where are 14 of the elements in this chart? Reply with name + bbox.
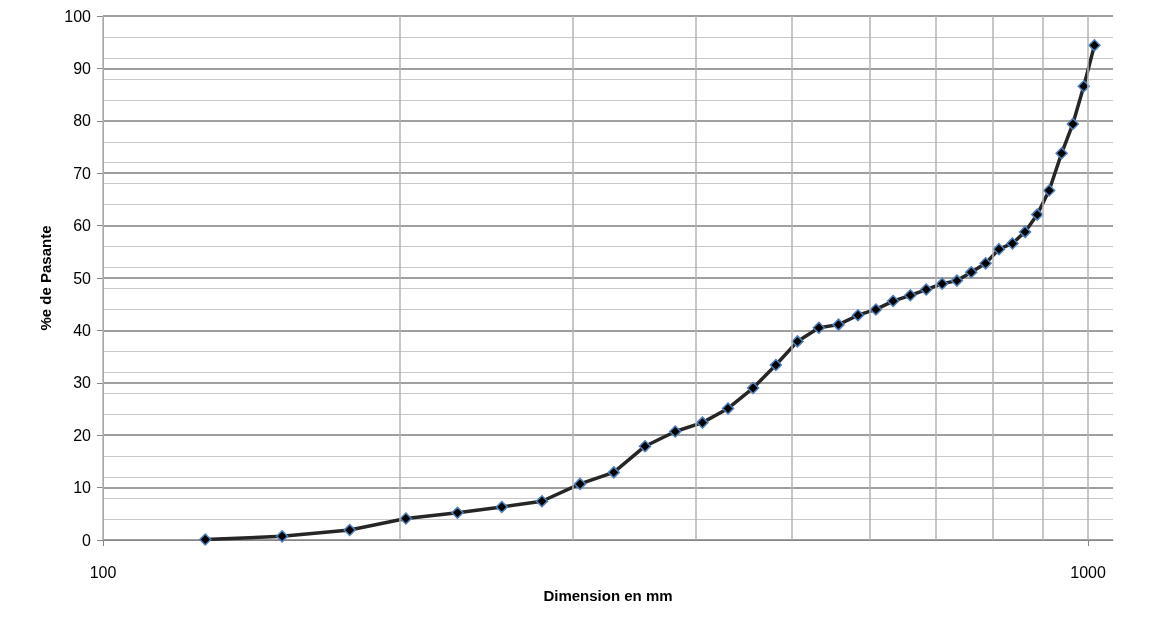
y-tick-label: 50 [73, 269, 92, 287]
y-tick-label: 70 [73, 164, 92, 182]
x-tick-label: 1000 [1070, 563, 1106, 581]
y-tick-label: 100 [64, 7, 92, 25]
y-tick-label: 60 [73, 217, 92, 235]
y-tick-label: 90 [73, 59, 92, 77]
y-tick-label: 30 [73, 374, 92, 392]
y-tick-label: 80 [73, 112, 92, 130]
y-tick-label: 20 [73, 426, 92, 444]
y-axis-title: %e de Pasante [37, 225, 55, 331]
x-axis-title: Dimension en mm [543, 587, 673, 604]
y-tick-label: 10 [73, 479, 92, 497]
y-tick-label: 0 [82, 531, 92, 549]
y-tick-label: 40 [73, 321, 92, 339]
